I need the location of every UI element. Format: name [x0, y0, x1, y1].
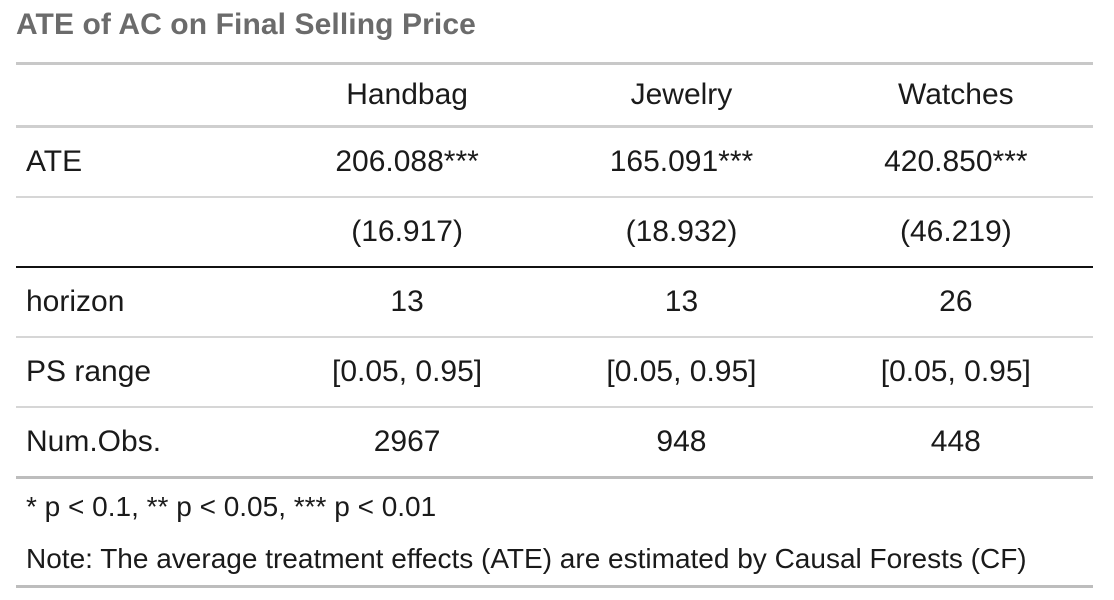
row-label: PS range: [26, 355, 152, 388]
significance-footnote: * p < 0.1, ** p < 0.05, *** p < 0.01: [26, 491, 437, 522]
bottom-rule: [16, 476, 1093, 479]
table-cell: 165.091***: [609, 145, 754, 178]
table-row-ps-range: PS range [0.05, 0.95] [0.05, 0.95] [0.05…: [16, 338, 1093, 406]
table-title: ATE of AC on Final Selling Price: [16, 8, 476, 41]
table-cell: 13: [390, 285, 424, 318]
table-row-horizon: horizon 13 13 26: [16, 268, 1093, 336]
table-cell: [0.05, 0.95]: [880, 355, 1031, 388]
table-cell: 948: [656, 425, 707, 458]
method-note: Note: The average treatment effects (ATE…: [26, 543, 1027, 574]
row-label: horizon: [26, 285, 125, 318]
table-cell: 13: [664, 285, 699, 318]
table-row-ate: ATE 206.088*** 165.091*** 420.850***: [16, 128, 1093, 196]
header-row: Handbag Jewelry Watches: [16, 65, 1093, 125]
row-label: Num.Obs.: [26, 425, 162, 458]
table-cell: [0.05, 0.95]: [606, 355, 757, 388]
table-cell: (16.917): [351, 215, 463, 248]
header-cell-jewelry: Jewelry: [630, 78, 733, 111]
header-rule: [16, 125, 1093, 128]
table-cell: (18.932): [625, 215, 738, 248]
results-table: Handbag Jewelry Watches ATE 206.088*** 1…: [16, 62, 1093, 588]
table-row-se: (16.917) (18.932) (46.219): [16, 198, 1093, 266]
header-cell-handbag: Handbag: [346, 78, 468, 111]
row-divider: [16, 406, 1093, 408]
table-cell: 448: [930, 425, 981, 458]
table-row-num-obs: Num.Obs. 2967 948 448: [16, 408, 1093, 476]
table-cell: 2967: [373, 425, 441, 458]
row-divider: [16, 336, 1093, 338]
table-cell: (46.219): [899, 215, 1012, 248]
end-rule: [16, 585, 1093, 588]
row-divider: [16, 196, 1093, 198]
header-cell-watches: Watches: [898, 78, 1014, 111]
table-cell: 206.088***: [335, 145, 479, 178]
table-cell: 420.850***: [884, 145, 1028, 178]
section-rule: [16, 266, 1093, 268]
row-label: ATE: [26, 145, 83, 178]
table-cell: 26: [939, 285, 973, 318]
table-cell: [0.05, 0.95]: [332, 355, 483, 388]
top-rule: [16, 62, 1093, 65]
